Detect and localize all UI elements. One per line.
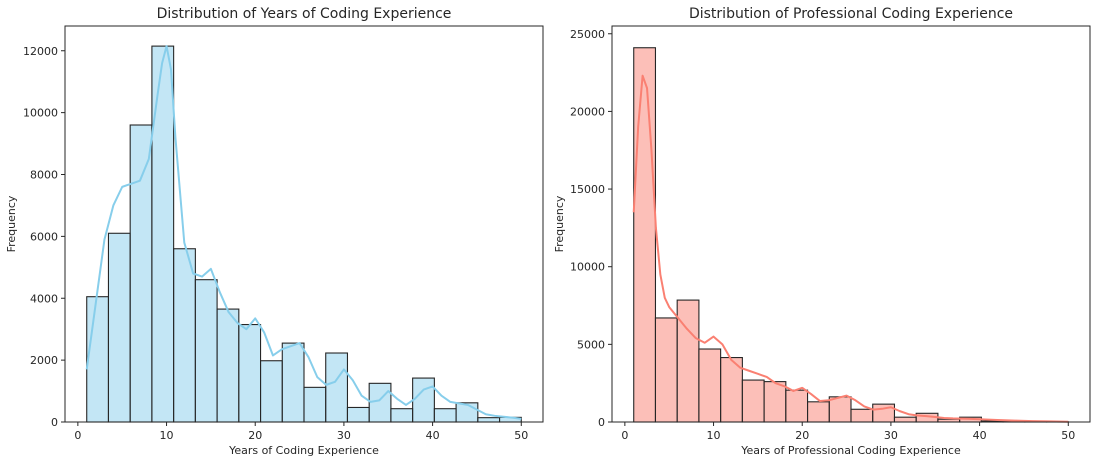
histogram-bar bbox=[346, 406, 370, 423]
x-tick-label: 30 bbox=[884, 429, 898, 442]
x-tick-label: 20 bbox=[248, 429, 262, 442]
histogram-bar bbox=[477, 417, 501, 423]
y-tick-label: 12000 bbox=[23, 45, 58, 58]
y-tick-label: 25000 bbox=[570, 28, 605, 41]
histogram-bar bbox=[850, 408, 874, 423]
x-tick-label: 40 bbox=[973, 429, 987, 442]
chart-coding-experience: 0 10 20 30 40 50 0 2000 4000 6000 8000 10000 12000 Di… bbox=[5, 6, 544, 457]
histogram-bar bbox=[806, 401, 830, 423]
chart-professional-experience: 0 10 20 30 40 50 0 5000 10000 15000 20000 25000 Dist… bbox=[553, 6, 1091, 457]
chart-title: Distribution of Years of Coding Experien… bbox=[157, 6, 452, 22]
histogram-bar bbox=[151, 45, 175, 423]
histogram-bar bbox=[676, 299, 700, 423]
histogram-bar bbox=[893, 416, 917, 423]
x-tick-label: 10 bbox=[160, 429, 174, 442]
histogram-bar bbox=[654, 317, 678, 423]
y-tick-label: 15000 bbox=[570, 183, 605, 196]
x-tick-label: 50 bbox=[1061, 429, 1075, 442]
y-tick-label: 2000 bbox=[30, 354, 58, 367]
x-axis-label: Years of Coding Experience bbox=[228, 444, 379, 457]
histogram-bar bbox=[216, 308, 240, 423]
histogram-bar bbox=[303, 386, 327, 423]
y-tick-label: 0 bbox=[598, 416, 605, 429]
x-tick-label: 0 bbox=[621, 429, 628, 442]
histogram-bar bbox=[86, 296, 110, 423]
histogram-bar bbox=[412, 377, 435, 423]
histogram-bar bbox=[238, 323, 262, 423]
y-tick-label: 8000 bbox=[30, 169, 58, 182]
histogram-bar bbox=[173, 248, 196, 423]
axes-frame bbox=[611, 25, 1091, 423]
y-tick-label: 10000 bbox=[570, 261, 605, 274]
histogram-bar bbox=[828, 396, 852, 423]
x-tick-label: 50 bbox=[514, 429, 528, 442]
x-tick-label: 0 bbox=[74, 429, 81, 442]
histogram-bar bbox=[785, 389, 809, 423]
x-axis-label: Years of Professional Coding Experience bbox=[740, 444, 961, 457]
x-tick-label: 20 bbox=[795, 429, 809, 442]
y-tick-label: 10000 bbox=[23, 107, 58, 120]
histogram-bar bbox=[107, 232, 131, 423]
y-tick-label: 6000 bbox=[30, 230, 58, 243]
x-tick-label: 40 bbox=[426, 429, 440, 442]
histogram-bar bbox=[129, 124, 153, 423]
histogram-bar bbox=[281, 342, 305, 423]
histogram-bar bbox=[763, 381, 787, 423]
histogram-bar bbox=[368, 382, 392, 423]
histogram-bar bbox=[698, 348, 722, 423]
y-axis-label: Frequency bbox=[5, 195, 18, 252]
y-tick-label: 5000 bbox=[577, 338, 605, 351]
x-tick-label: 30 bbox=[337, 429, 351, 442]
histogram-bar bbox=[259, 360, 283, 423]
axes-frame bbox=[64, 25, 544, 423]
histogram-bar bbox=[194, 279, 218, 423]
y-tick-label: 0 bbox=[51, 416, 58, 429]
y-tick-label: 20000 bbox=[570, 105, 605, 118]
x-tick-label: 10 bbox=[707, 429, 721, 442]
y-axis-label: Frequency bbox=[553, 195, 566, 252]
histogram-bar bbox=[325, 352, 349, 423]
kde-line bbox=[85, 45, 522, 420]
histogram-bar bbox=[433, 408, 457, 423]
histogram-bar bbox=[741, 379, 765, 423]
kde-line bbox=[632, 74, 1069, 423]
y-tick-label: 4000 bbox=[30, 292, 58, 305]
chart-title: Distribution of Professional Coding Expe… bbox=[689, 6, 1013, 22]
histogram-bar bbox=[390, 408, 414, 423]
histogram-bar bbox=[633, 47, 657, 423]
